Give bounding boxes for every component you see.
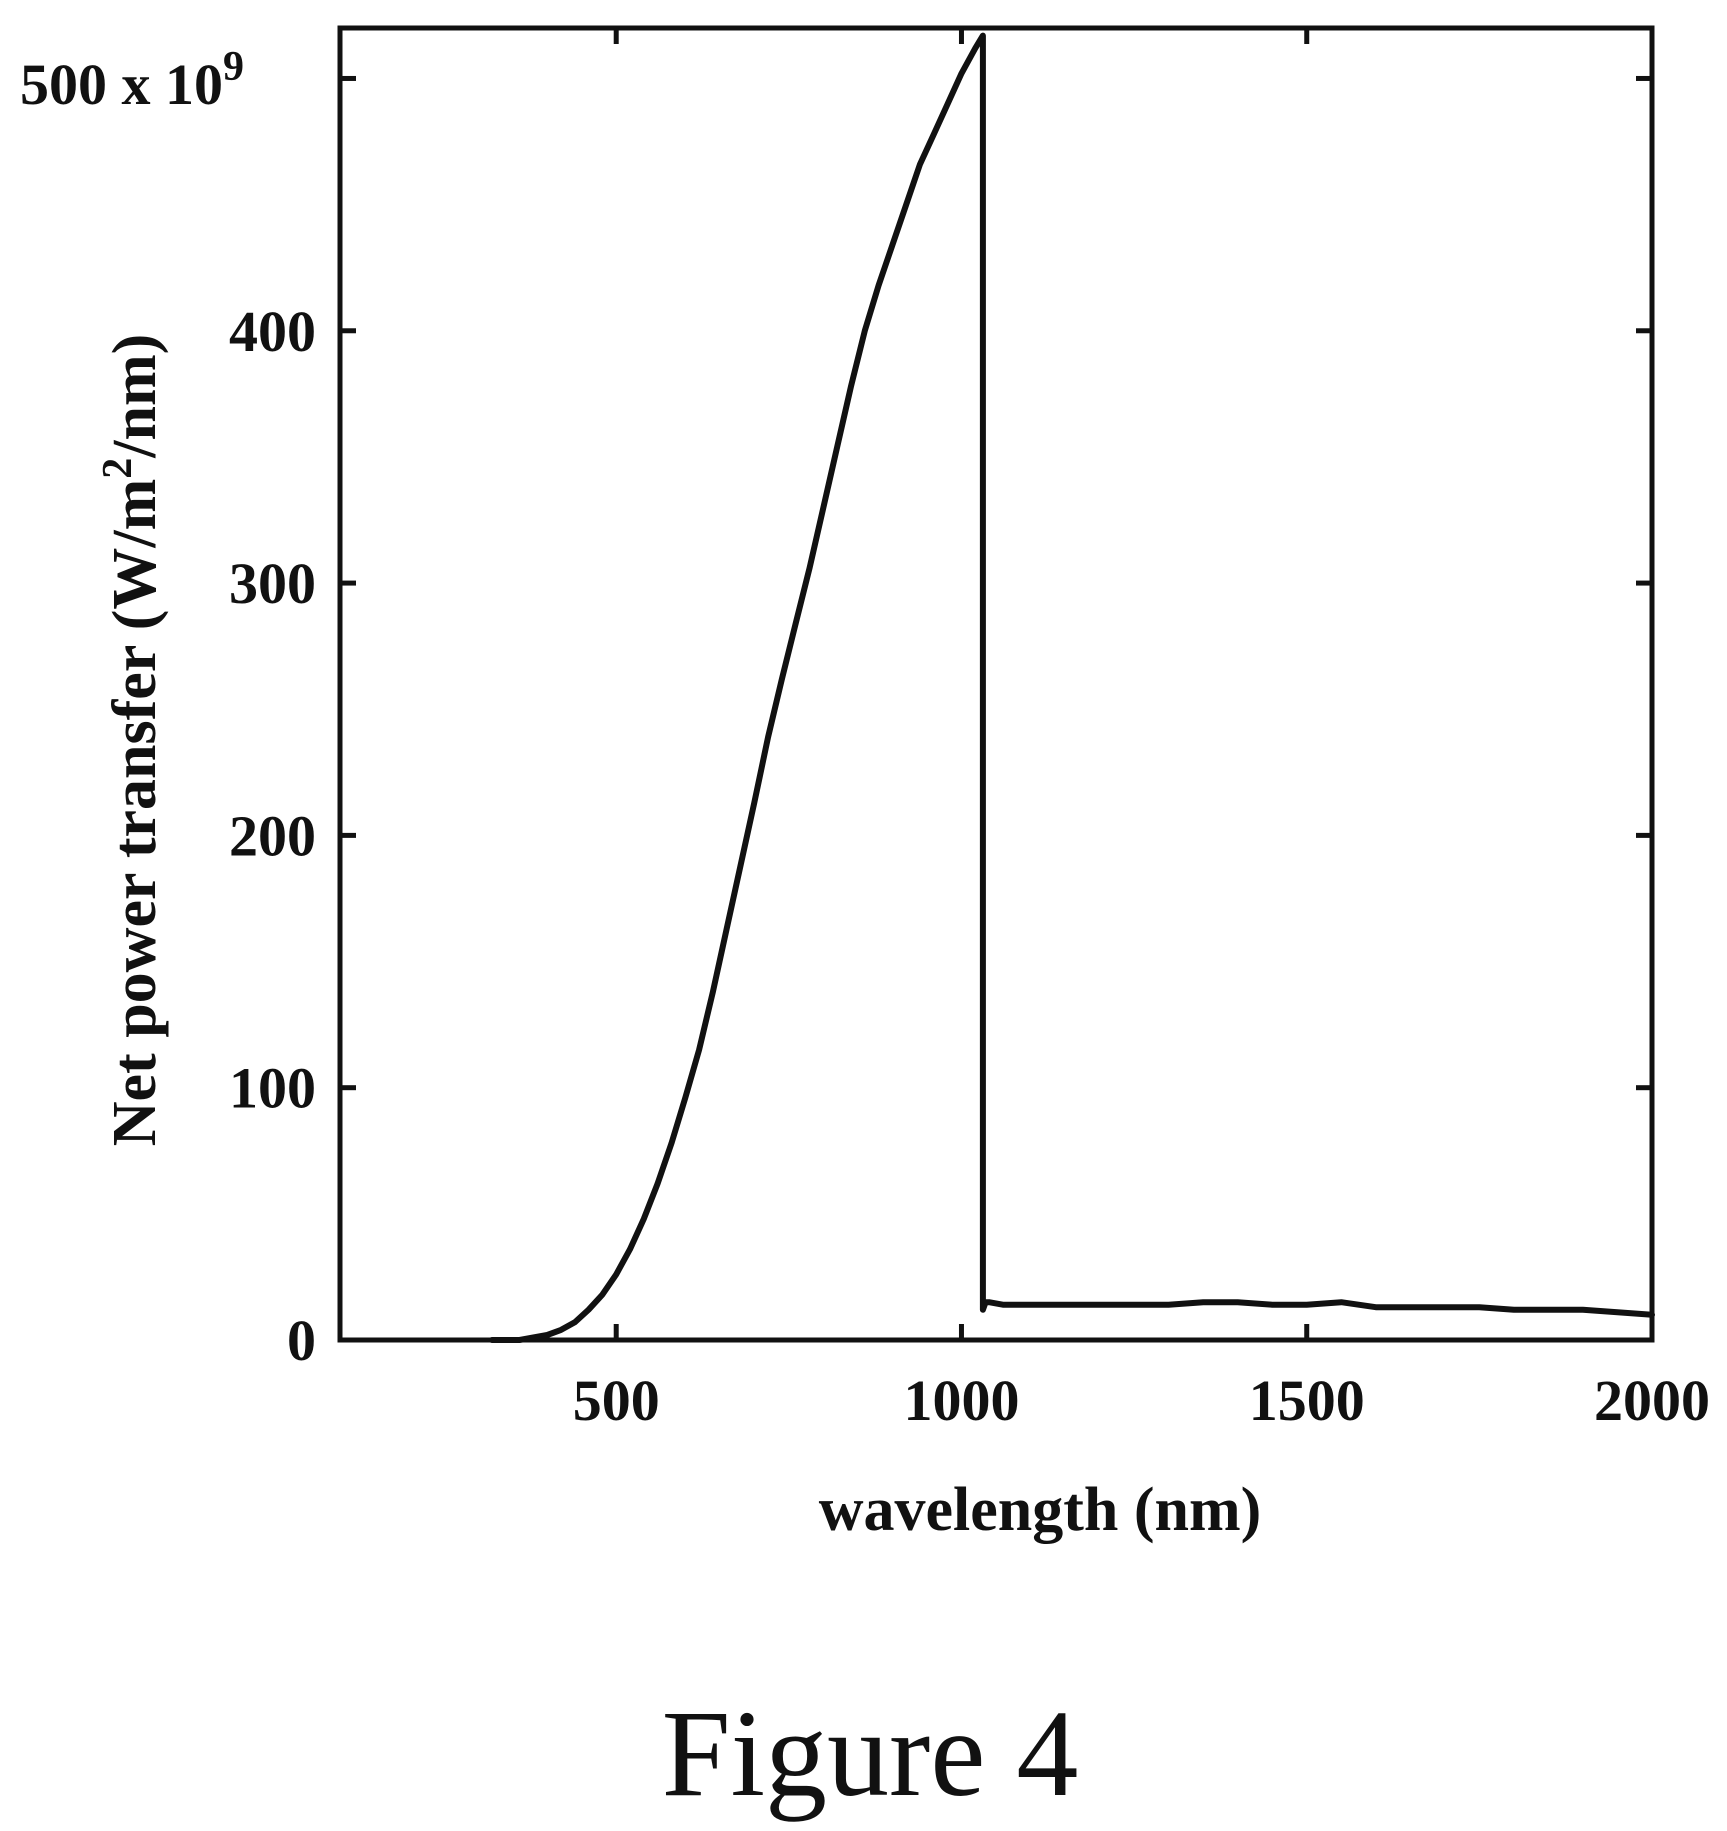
tick-labels: 500 1000 1500 2000 0 100 200 300 400 (229, 299, 1710, 1433)
y-multiplier-base: 500 x 10 (20, 52, 223, 117)
axis-ticks (340, 28, 1655, 1343)
x-tick-label: 1000 (903, 1368, 1019, 1433)
x-tick-label: 500 (573, 1368, 660, 1433)
y-multiplier-label: 500 x 109 (20, 44, 244, 117)
y-tick-label: 100 (229, 1056, 316, 1121)
y-multiplier-exponent: 9 (223, 44, 244, 90)
y-axis-title-sup: 2 (95, 458, 141, 479)
y-tick-label: 0 (287, 1308, 316, 1373)
y-axis-title: Net power transfer (W/m2/nm) (95, 334, 169, 1146)
y-axis-title-suffix: /nm) (101, 334, 169, 459)
series-line (488, 32, 1655, 1343)
x-tick-label: 2000 (1594, 1368, 1710, 1433)
y-tick-label: 400 (229, 299, 316, 364)
figure-caption: Figure 4 (662, 1685, 1079, 1822)
x-axis-title: wavelength (nm) (819, 1476, 1262, 1544)
y-tick-label: 200 (229, 803, 316, 868)
y-axis-title-prefix: Net power transfer (W/m (101, 479, 169, 1146)
x-tick-label: 1500 (1249, 1368, 1365, 1433)
plot-frame (337, 25, 1655, 1343)
y-tick-label: 300 (229, 551, 316, 616)
